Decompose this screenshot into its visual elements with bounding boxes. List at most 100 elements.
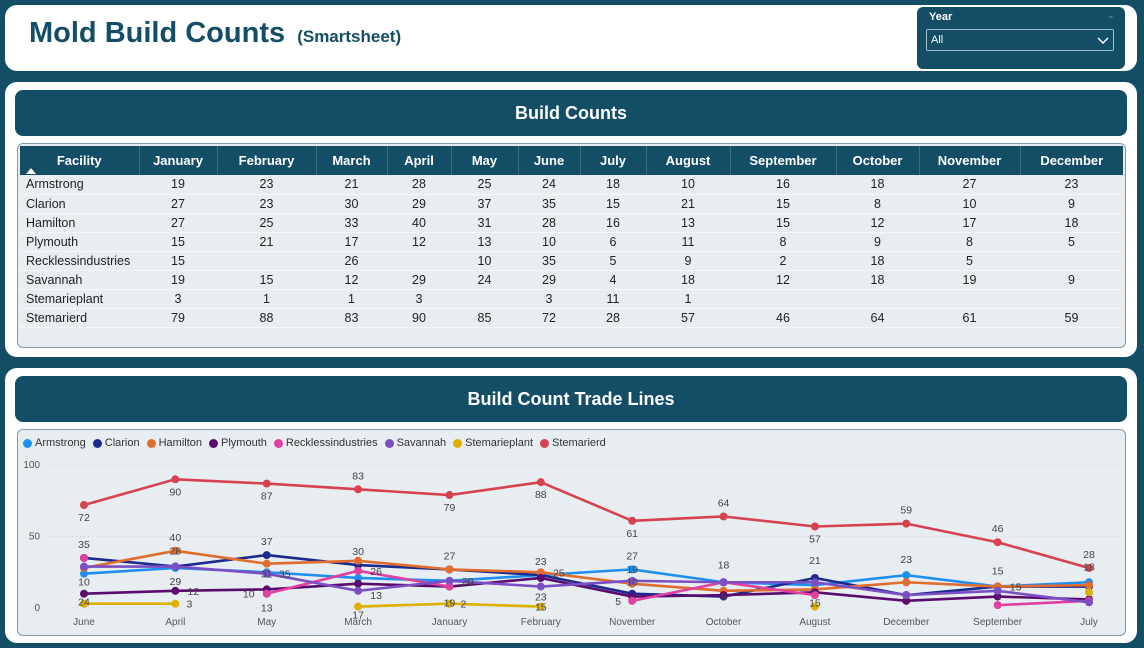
count-cell: 9 (646, 251, 730, 271)
data-label: 46 (992, 523, 1004, 535)
build-counts-table: Facility January February March April May June… (20, 146, 1123, 328)
year-dropdown-value: All (931, 34, 944, 46)
column-header-july[interactable]: July (579, 146, 646, 175)
chart-legend: Armstrong Clarion Hamilton Plymouth Reckless… (23, 437, 606, 449)
legend-label: Hamilton (158, 437, 203, 449)
count-cell: 83 (316, 308, 387, 328)
data-label: 29 (170, 576, 182, 588)
count-cell: 27 (139, 194, 217, 214)
clear-selection-icon[interactable]: ⌄ (1106, 10, 1115, 21)
legend-label: Recklessindustries (285, 437, 378, 449)
table-row: Stemarieplant 3 1 1 3 3 11 1 (20, 289, 1123, 309)
x-tick-label: March (344, 617, 372, 628)
count-cell: 29 (387, 194, 451, 214)
data-label: 5 (615, 596, 621, 608)
data-point (354, 573, 363, 582)
column-header-facility[interactable]: Facility (20, 146, 139, 175)
count-cell: 64 (836, 308, 919, 328)
count-cell (387, 251, 451, 271)
data-point (262, 569, 271, 578)
data-point (354, 556, 363, 565)
count-cell: 18 (836, 175, 919, 195)
data-label: 40 (170, 532, 182, 544)
count-cell: 13 (646, 213, 730, 233)
count-cell: 3 (387, 289, 451, 309)
data-label: 12 (188, 586, 200, 598)
count-cell: 23 (217, 175, 316, 195)
table-row: Stemarierd 79 88 83 90 85 72 28 57 46 64 61 59 (20, 308, 1123, 328)
count-cell: 21 (217, 232, 316, 252)
count-cell: 46 (730, 308, 836, 328)
legend-dot-icon (273, 438, 283, 448)
legend-item[interactable]: Armstrong (23, 437, 86, 449)
data-label: 18 (718, 559, 730, 571)
column-header-january[interactable]: January (138, 146, 217, 175)
data-point (993, 592, 1002, 601)
count-cell: 19 (919, 270, 1020, 290)
series-line (83, 576, 1090, 603)
legend-label: Savannah (396, 437, 447, 449)
count-cell (1020, 251, 1123, 271)
count-cell: 12 (836, 213, 919, 233)
data-label: 10 (243, 589, 255, 601)
count-cell: 72 (518, 308, 580, 328)
count-cell: 15 (139, 232, 217, 252)
column-header-august[interactable]: August (645, 146, 730, 175)
table-row: Hamilton 27 25 33 40 31 28 16 13 15 12 17 18 (20, 213, 1123, 233)
series-line (83, 477, 1090, 570)
legend-label: Stemarierd (552, 437, 606, 449)
column-header-october[interactable]: October (835, 146, 919, 175)
column-header-april[interactable]: April (386, 146, 451, 175)
legend-item[interactable]: Savannah (384, 437, 447, 449)
data-point (80, 589, 88, 598)
count-cell: 3 (518, 289, 580, 309)
facility-cell: Plymouth (20, 232, 139, 252)
data-label: 35 (78, 539, 90, 551)
count-cell: 88 (217, 308, 316, 328)
column-header-may[interactable]: May (450, 146, 518, 175)
column-header-december[interactable]: December (1019, 146, 1123, 175)
count-cell: 57 (646, 308, 730, 328)
data-point (536, 582, 545, 591)
count-cell: 35 (518, 251, 580, 271)
legend-item[interactable]: Clarion (92, 437, 140, 449)
column-header-june[interactable]: June (517, 146, 580, 175)
count-cell: 27 (919, 175, 1020, 195)
count-cell: 18 (836, 251, 919, 271)
count-cell: 25 (217, 213, 316, 233)
data-point (810, 602, 819, 611)
count-cell: 18 (646, 270, 730, 290)
count-cell: 19 (139, 270, 217, 290)
count-cell: 15 (730, 213, 836, 233)
data-point (993, 538, 1002, 547)
count-cell: 29 (387, 270, 451, 290)
year-dropdown[interactable]: All (926, 29, 1114, 51)
count-cell: 24 (451, 270, 518, 290)
legend-dot-icon (146, 438, 156, 448)
count-cell: 28 (518, 213, 580, 233)
legend-item[interactable]: Recklessindustries (273, 437, 378, 449)
column-header-november[interactable]: November (918, 146, 1020, 175)
count-cell: 24 (518, 175, 580, 195)
legend-item[interactable]: Stemarierd (540, 437, 606, 449)
data-label: 72 (78, 512, 90, 524)
table-row: Plymouth 15 21 17 12 13 10 6 11 8 9 8 5 (20, 232, 1123, 252)
count-cell: 15 (217, 270, 316, 290)
count-cell: 30 (316, 194, 387, 214)
table-row: Savannah 19 15 12 29 24 29 4 18 12 18 19 9 (20, 270, 1123, 290)
data-point (354, 586, 363, 595)
column-header-september[interactable]: September (729, 146, 836, 175)
count-cell: 10 (451, 251, 518, 271)
data-label: 87 (261, 491, 273, 503)
column-header-march[interactable]: March (315, 146, 387, 175)
data-point (171, 562, 180, 571)
data-label: 18 (1083, 561, 1095, 573)
legend-item[interactable]: Hamilton (146, 437, 203, 449)
column-header-february[interactable]: February (216, 146, 316, 175)
legend-item[interactable]: Stemarieplant (453, 437, 533, 449)
line-chart-svg: 0 50 100 June April May March January February No… (23, 460, 1118, 628)
legend-item[interactable]: Plymouth (209, 437, 267, 449)
data-label: 30 (352, 546, 364, 558)
data-point (719, 591, 728, 600)
data-point (1085, 598, 1093, 607)
